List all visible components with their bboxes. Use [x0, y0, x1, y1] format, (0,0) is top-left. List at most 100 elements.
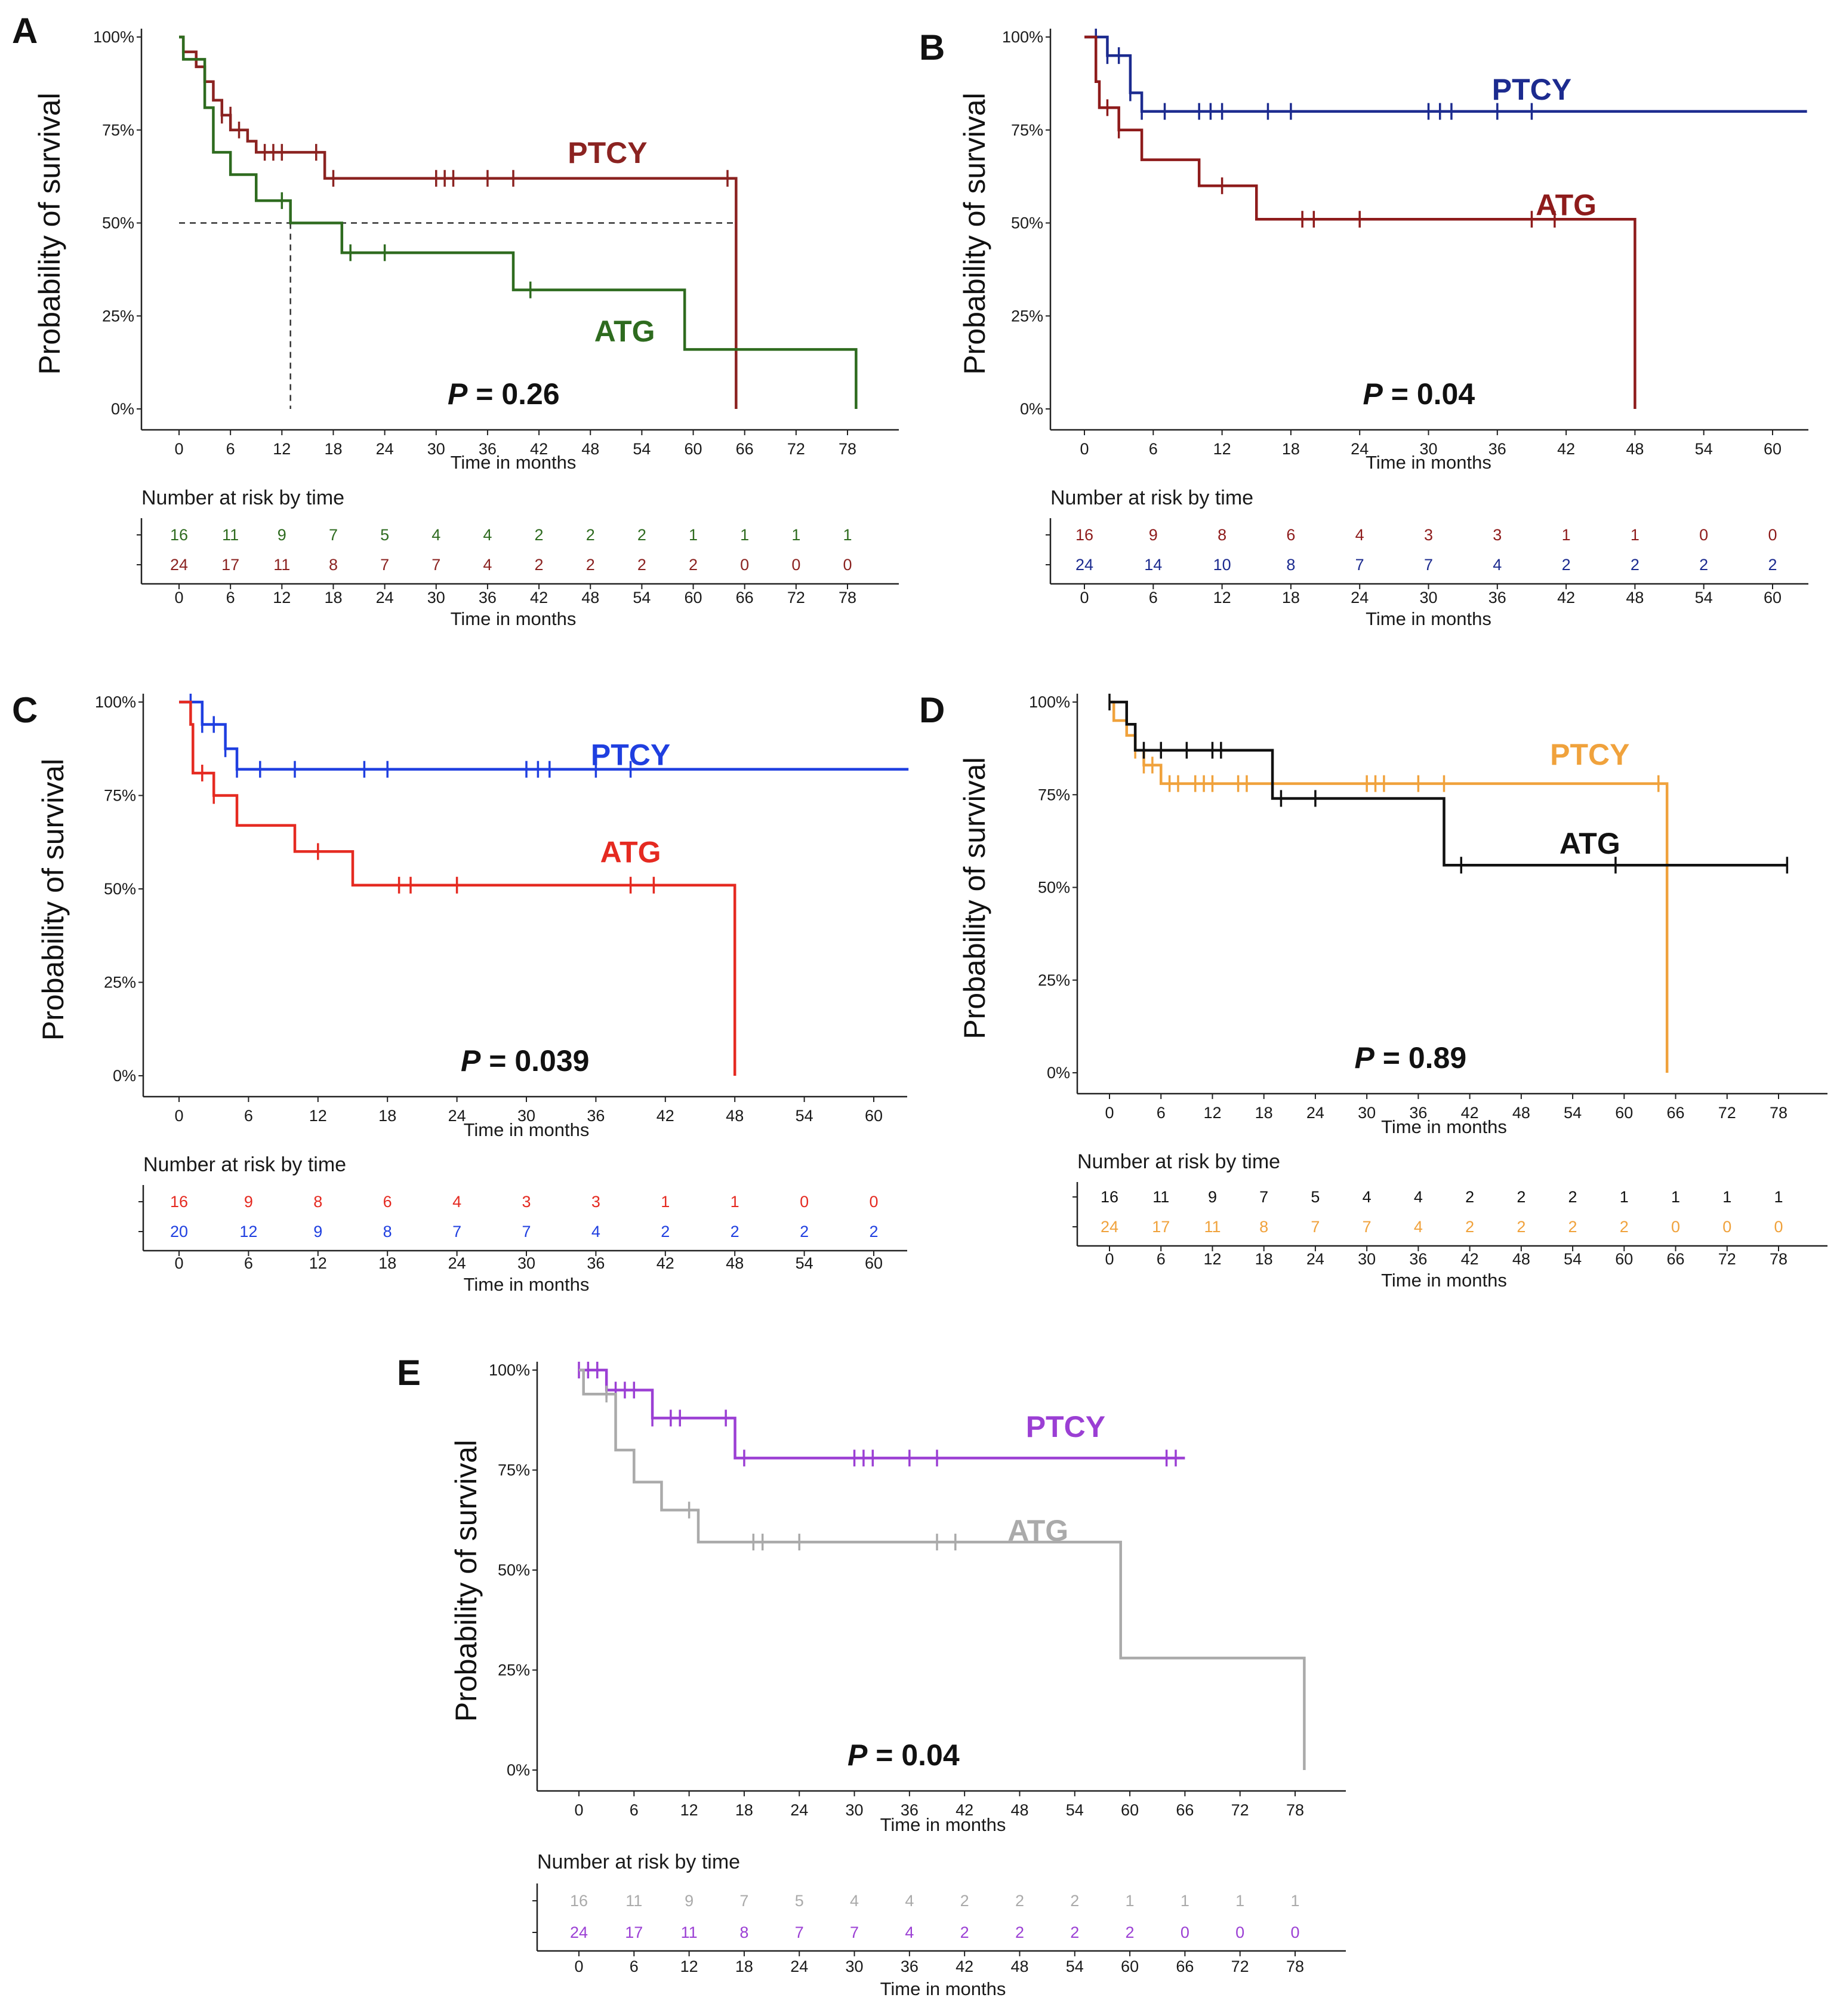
risk-count-c-ptcy: 2: [800, 1223, 809, 1241]
survival-curve-b-ptcy: [1084, 35, 1807, 113]
risk-x-tick-label-d: 6: [1157, 1250, 1166, 1268]
risk-count-d-atg: 9: [1208, 1188, 1217, 1206]
y-tick-label-c: 100%: [95, 693, 136, 711]
risk-count-e-atg: 2: [1015, 1892, 1024, 1910]
x-tick-label-e: 24: [790, 1801, 808, 1819]
x-tick-label-a: 78: [839, 440, 856, 458]
risk-count-a-ptcy: 2: [637, 556, 646, 574]
y-axis-title-c: Probability of survival: [36, 759, 70, 1041]
risk-x-tick-label-b: 6: [1149, 589, 1158, 607]
risk-count-c-ptcy: 2: [661, 1223, 670, 1241]
series-label-a-atg: ATG: [594, 315, 655, 348]
x-tick-label-d: 36: [1409, 1104, 1427, 1122]
risk-count-d-ptcy: 7: [1311, 1218, 1320, 1236]
risk-x-tick-label-c: 36: [587, 1254, 605, 1272]
risk-count-b-ptcy: 7: [1355, 556, 1364, 574]
x-tick-label-d: 60: [1615, 1104, 1633, 1122]
risk-x-tick-label-a: 18: [324, 589, 342, 607]
risk-x-tick-label-e: 48: [1010, 1957, 1028, 1975]
risk-count-c-atg: 8: [313, 1193, 322, 1211]
x-tick-label-e: 60: [1121, 1801, 1139, 1819]
y-tick-label-a: 25%: [102, 307, 134, 325]
risk-x-tick-label-b: 54: [1695, 589, 1713, 607]
risk-x-tick-label-d: 42: [1461, 1250, 1479, 1268]
x-tick-label-e: 42: [956, 1801, 973, 1819]
risk-count-a-ptcy: 2: [535, 556, 544, 574]
risk-x-tick-label-e: 60: [1121, 1957, 1139, 1975]
x-tick-label-e: 6: [630, 1801, 639, 1819]
risk-count-a-atg: 5: [380, 526, 389, 544]
risk-x-tick-label-d: 48: [1512, 1250, 1530, 1268]
risk-count-b-ptcy: 2: [1768, 556, 1777, 574]
risk-count-b-ptcy: 10: [1213, 556, 1231, 574]
risk-count-d-ptcy: 4: [1414, 1218, 1423, 1236]
survival-curve-e-atg: [579, 1368, 1306, 1770]
x-tick-label-a: 36: [479, 440, 497, 458]
risk-count-d-atg: 1: [1620, 1188, 1629, 1206]
x-tick-label-d: 30: [1358, 1104, 1376, 1122]
x-tick-label-d: 54: [1564, 1104, 1582, 1122]
risk-count-a-atg: 1: [843, 526, 852, 544]
x-tick-label-a: 30: [427, 440, 445, 458]
risk-count-a-atg: 1: [740, 526, 749, 544]
risk-count-a-ptcy: 7: [432, 556, 440, 574]
p-value-number-d: = 0.89: [1374, 1041, 1466, 1075]
series-label-d-ptcy: PTCY: [1550, 738, 1629, 771]
risk-x-tick-label-a: 30: [427, 589, 445, 607]
risk-count-e-atg: 4: [905, 1892, 914, 1910]
p-value-number-e: = 0.04: [867, 1738, 959, 1772]
y-axis-title-b: Probability of survival: [958, 93, 991, 374]
risk-count-e-atg: 2: [960, 1892, 969, 1910]
risk-count-a-atg: 7: [329, 526, 338, 544]
risk-count-a-atg: 2: [637, 526, 646, 544]
series-label-c-atg: ATG: [600, 835, 661, 869]
y-tick-label-e: 100%: [489, 1361, 530, 1379]
risk-count-d-ptcy: 0: [1671, 1218, 1680, 1236]
p-value-b: P = 0.04: [1363, 377, 1475, 411]
risk-x-tick-label-a: 66: [736, 589, 754, 607]
y-tick-label-a: 100%: [93, 28, 134, 46]
risk-x-tick-label-c: 24: [448, 1254, 466, 1272]
risk-x-axis-title-c: Time in months: [464, 1274, 590, 1295]
risk-count-e-ptcy: 11: [681, 1923, 698, 1941]
risk-count-c-ptcy: 4: [591, 1223, 600, 1241]
risk-x-tick-label-b: 36: [1488, 589, 1506, 607]
risk-count-a-ptcy: 0: [791, 556, 800, 574]
risk-count-a-atg: 9: [278, 526, 286, 544]
risk-count-a-ptcy: 0: [740, 556, 749, 574]
y-tick-label-a: 0%: [111, 400, 134, 418]
y-tick-label-b: 75%: [1011, 121, 1043, 139]
risk-count-c-ptcy: 8: [383, 1223, 392, 1241]
y-axis-title-d: Probability of survival: [958, 757, 991, 1039]
x-axis-title-a: Time in months: [451, 452, 577, 473]
risk-x-tick-label-a: 42: [530, 589, 548, 607]
risk-x-tick-label-d: 36: [1409, 1250, 1427, 1268]
risk-count-d-ptcy: 24: [1101, 1218, 1118, 1236]
risk-count-e-atg: 7: [739, 1892, 748, 1910]
risk-table-title-d: Number at risk by time: [1077, 1150, 1280, 1173]
y-tick-label-e: 50%: [498, 1561, 530, 1579]
risk-count-c-atg: 1: [731, 1193, 739, 1211]
risk-count-c-ptcy: 12: [239, 1223, 257, 1241]
risk-count-b-atg: 0: [1699, 526, 1708, 544]
risk-x-tick-label-e: 36: [901, 1957, 919, 1975]
x-axis-title-d: Time in months: [1381, 1116, 1507, 1137]
risk-count-b-atg: 16: [1075, 526, 1093, 544]
risk-count-d-atg: 7: [1259, 1188, 1268, 1206]
risk-count-a-ptcy: 4: [483, 556, 492, 574]
x-tick-label-d: 72: [1718, 1104, 1736, 1122]
risk-count-d-atg: 4: [1363, 1188, 1372, 1206]
risk-count-d-atg: 1: [1774, 1188, 1783, 1206]
x-tick-label-c: 42: [657, 1107, 674, 1125]
x-tick-label-b: 18: [1282, 440, 1300, 458]
x-tick-label-d: 6: [1157, 1104, 1166, 1122]
x-tick-label-c: 54: [796, 1107, 813, 1125]
risk-count-c-ptcy: 20: [170, 1223, 188, 1241]
y-tick-label-c: 50%: [104, 880, 136, 898]
risk-count-e-ptcy: 0: [1181, 1923, 1189, 1941]
x-tick-label-a: 6: [226, 440, 235, 458]
x-tick-label-b: 24: [1351, 440, 1369, 458]
series-label-d-atg: ATG: [1560, 827, 1620, 860]
x-tick-label-c: 18: [378, 1107, 396, 1125]
risk-count-a-ptcy: 8: [329, 556, 338, 574]
